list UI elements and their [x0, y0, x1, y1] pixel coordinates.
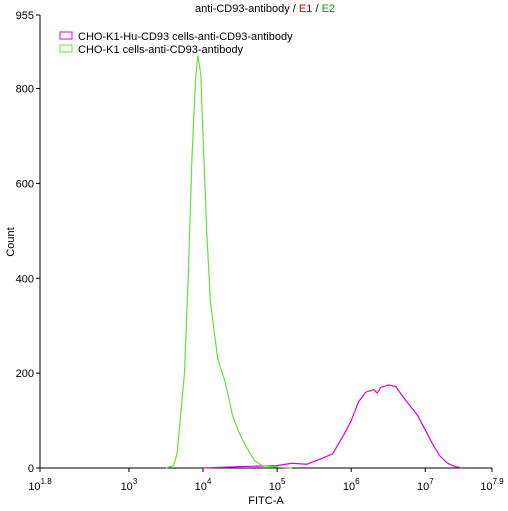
y-tick-label: 200 [16, 368, 34, 380]
series-line [165, 55, 292, 469]
tick-base: 10 [28, 481, 40, 493]
title-name: anti-CD93-antibody [195, 3, 290, 15]
x-tick-label: 104 [195, 477, 212, 493]
tick-exponent: 3 [133, 477, 138, 486]
legend-label: CHO-K1-Hu-CD93 cells-anti-CD93-antibody [78, 31, 293, 43]
legend-label: CHO-K1 cells-anti-CD93-antibody [78, 44, 244, 56]
legend-swatch [59, 44, 73, 53]
legend-swatch [59, 31, 73, 40]
tick-base: 10 [269, 481, 281, 493]
tick-base: 10 [417, 481, 429, 493]
tick-base: 10 [480, 481, 492, 493]
tick-base: 10 [195, 481, 207, 493]
tick-exponent: 6 [355, 477, 360, 486]
tick-exponent: 5 [281, 477, 286, 486]
chart-title: anti-CD93-antibody / E1 / E2 [195, 3, 335, 15]
tick-exponent: 1.8 [41, 477, 53, 486]
y-tick-label: 955 [16, 10, 34, 22]
y-tick-label: 800 [16, 84, 34, 96]
tick-exponent: 7.9 [493, 477, 505, 486]
tick-exponent: 7 [429, 477, 434, 486]
title-sep: / [293, 3, 297, 15]
x-tick-label: 101.8 [28, 477, 52, 493]
y-tick-label: 0 [28, 463, 34, 475]
y-axis-label: Count [5, 227, 17, 256]
tick-base: 10 [121, 481, 133, 493]
tick-base: 10 [343, 481, 355, 493]
title-sep: / [315, 3, 319, 15]
title-e1: E1 [299, 3, 312, 15]
series-line [202, 384, 463, 469]
x-tick-label: 105 [269, 477, 286, 493]
x-tick-label: 103 [121, 477, 138, 493]
x-tick-label: 107 [417, 477, 434, 493]
x-axis-label: FITC-A [248, 495, 284, 507]
x-tick-label: 106 [343, 477, 360, 493]
y-tick-label: 600 [16, 178, 34, 190]
title-e2: E2 [322, 3, 335, 15]
x-tick-label: 107.9 [480, 477, 504, 493]
tick-exponent: 4 [207, 477, 212, 486]
y-tick-label: 400 [16, 273, 34, 285]
